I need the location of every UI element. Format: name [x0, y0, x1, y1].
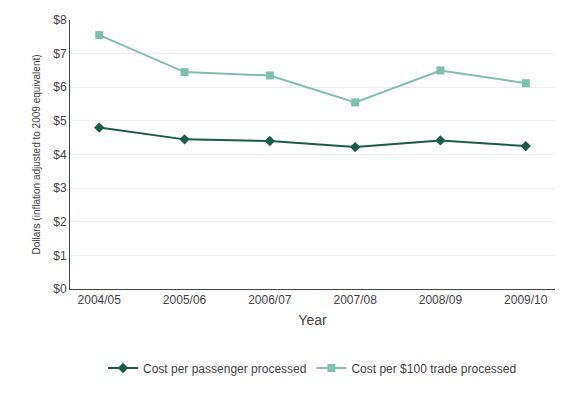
svg-text:$0: $0 — [53, 282, 67, 296]
svg-text:$8: $8 — [53, 13, 67, 27]
svg-text:2006/07: 2006/07 — [248, 293, 292, 307]
svg-text:2004/05: 2004/05 — [78, 293, 122, 307]
svg-text:2005/06: 2005/06 — [163, 293, 207, 307]
svg-text:2007/08: 2007/08 — [333, 293, 377, 307]
svg-text:Dollars (inflation adjusted to: Dollars (inflation adjusted to 2009 equi… — [31, 54, 42, 254]
svg-text:$2: $2 — [53, 215, 67, 229]
svg-text:Year: Year — [298, 312, 327, 328]
svg-text:$7: $7 — [53, 47, 67, 61]
svg-text:$1: $1 — [53, 249, 67, 263]
svg-text:2009/10: 2009/10 — [504, 293, 548, 307]
svg-text:$6: $6 — [53, 80, 67, 94]
svg-text:Cost per passenger processed: Cost per passenger processed — [143, 362, 306, 376]
svg-text:2008/09: 2008/09 — [419, 293, 463, 307]
svg-text:$3: $3 — [53, 181, 67, 195]
svg-text:$4: $4 — [53, 148, 67, 162]
svg-text:Cost per $100 trade processed: Cost per $100 trade processed — [351, 362, 516, 376]
svg-text:$5: $5 — [53, 114, 67, 128]
